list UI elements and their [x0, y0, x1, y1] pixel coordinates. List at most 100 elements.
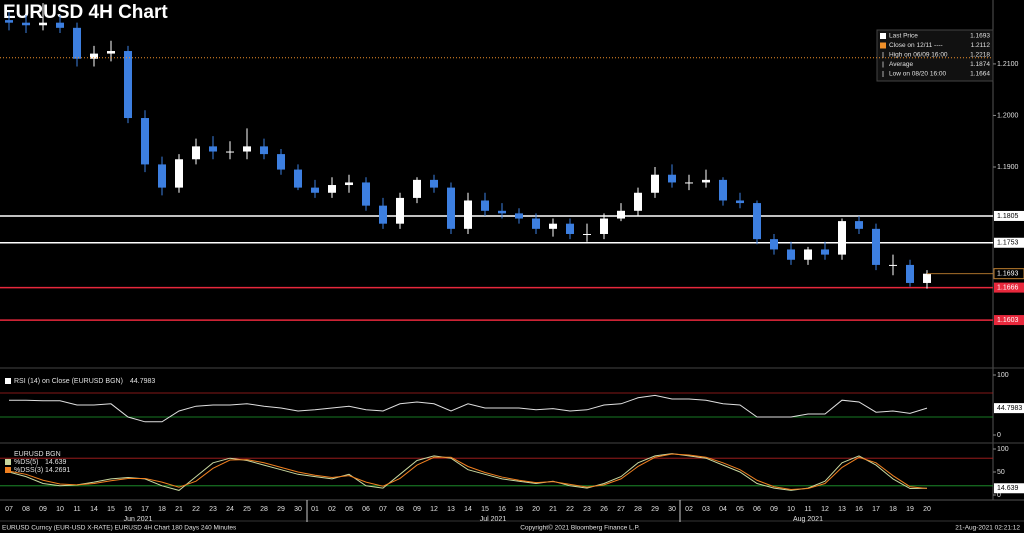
- candle-body: [787, 249, 795, 260]
- legend-marker: [880, 42, 886, 49]
- x-tick-label: 02: [685, 506, 693, 513]
- candle-body: [906, 264, 914, 283]
- legend-value: 14.2691: [45, 467, 70, 474]
- legend-value: 1.1664: [970, 71, 990, 78]
- x-tick-label: 02: [328, 506, 336, 513]
- footer-left: EURUSD Curncy (EUR-USD X-RATE) EURUSD 4H…: [2, 525, 237, 532]
- panel-title: EURUSD BGN: [14, 451, 61, 458]
- y-tick-label: 0: [997, 492, 1001, 499]
- x-tick-label: 12: [821, 506, 829, 513]
- x-tick-label: 11: [73, 506, 80, 513]
- value-box-border: [993, 268, 1024, 280]
- legend-value: 1.1693: [970, 33, 990, 40]
- value-box-label: 14.639: [997, 485, 1019, 492]
- candle-body: [719, 179, 727, 201]
- x-tick-label: 27: [617, 506, 625, 513]
- candle-body: [583, 233, 591, 235]
- x-tick-label: 04: [719, 506, 727, 513]
- x-tick-label: 18: [889, 506, 897, 513]
- candle-body: [855, 221, 863, 229]
- x-tick-label: 17: [141, 506, 149, 513]
- candle-body: [685, 182, 693, 184]
- candle-body: [821, 249, 829, 255]
- candle-body: [107, 51, 115, 54]
- candle-body: [73, 27, 81, 59]
- candle-body: [736, 200, 744, 204]
- month-label: Jul 2021: [480, 516, 507, 523]
- value-box: [994, 403, 1024, 414]
- candle-body: [447, 187, 455, 229]
- x-tick-label: 26: [600, 506, 608, 513]
- x-tick-label: 14: [464, 506, 472, 513]
- x-tick-label: 20: [532, 506, 540, 513]
- value-box-label: 1.1666: [997, 284, 1019, 291]
- x-tick-label: 07: [379, 506, 387, 513]
- month-label: Jun 2021: [124, 516, 153, 523]
- candle-body: [617, 210, 625, 219]
- candle-body: [158, 164, 166, 188]
- x-tick-label: 08: [396, 506, 404, 513]
- y-tick-label: 1.2100: [997, 61, 1019, 68]
- x-tick-label: 06: [753, 506, 761, 513]
- candle-body: [277, 154, 285, 170]
- y-tick-label: 100: [997, 372, 1009, 379]
- candle-body: [804, 249, 812, 260]
- candle-body: [22, 22, 30, 26]
- candle-body: [549, 223, 557, 229]
- series-line: [8, 453, 928, 491]
- month-label: Aug 2021: [793, 516, 823, 523]
- candle-body: [141, 118, 149, 165]
- candle-body: [39, 22, 47, 26]
- x-tick-label: 10: [56, 506, 64, 513]
- legend-box: [876, 29, 994, 82]
- legend-label: RSI (14) on Close (EURUSD BGN): [14, 378, 123, 385]
- x-tick-label: 29: [651, 506, 659, 513]
- legend-marker: [5, 467, 11, 473]
- x-tick-label: 01: [311, 506, 319, 513]
- y-tick-label: 0: [997, 432, 1001, 439]
- legend-label: High on 06/09 16:00: [889, 52, 948, 59]
- x-tick-label: 19: [906, 506, 914, 513]
- x-tick-label: 20: [923, 506, 931, 513]
- legend-value: 1.1874: [970, 61, 990, 68]
- value-box: [994, 315, 1024, 326]
- series-line: [8, 453, 928, 490]
- candle-body: [294, 169, 302, 188]
- legend-value: 44.7983: [130, 378, 155, 385]
- value-box-label: 1.1753: [997, 240, 1019, 247]
- x-tick-label: 19: [515, 506, 523, 513]
- x-tick-label: 09: [770, 506, 778, 513]
- legend-label: Average: [889, 61, 913, 68]
- candle-body: [90, 53, 98, 59]
- candle-body: [430, 179, 438, 188]
- candle-body: [243, 146, 251, 152]
- candle-body: [753, 203, 761, 240]
- legend-label: Last Price: [889, 33, 918, 40]
- y-tick-label: 100: [997, 446, 1009, 453]
- x-tick-label: 16: [855, 506, 863, 513]
- candle-body: [702, 179, 710, 183]
- x-tick-label: 22: [566, 506, 574, 513]
- candle-body: [651, 174, 659, 193]
- candle-body: [600, 218, 608, 234]
- legend-label: Low on 08/20 16:00: [889, 71, 946, 78]
- x-tick-label: 21: [175, 506, 183, 513]
- value-box-label: 1.1805: [997, 213, 1019, 220]
- candle-body: [260, 146, 268, 155]
- candle-body: [56, 22, 64, 28]
- x-tick-label: 24: [226, 506, 234, 513]
- legend-value: 1.2218: [970, 52, 990, 59]
- x-tick-label: 28: [634, 506, 642, 513]
- y-tick-label: 1.1900: [997, 164, 1019, 171]
- candle-body: [872, 228, 880, 265]
- x-tick-label: 30: [294, 506, 302, 513]
- candle-body: [5, 20, 13, 23]
- candle-body: [481, 200, 489, 211]
- x-tick-label: 05: [736, 506, 744, 513]
- legend-marker: [880, 33, 886, 39]
- legend-marker: [5, 459, 11, 465]
- x-tick-label: 15: [481, 506, 489, 513]
- x-tick-label: 21: [549, 506, 557, 513]
- candle-body: [345, 182, 353, 186]
